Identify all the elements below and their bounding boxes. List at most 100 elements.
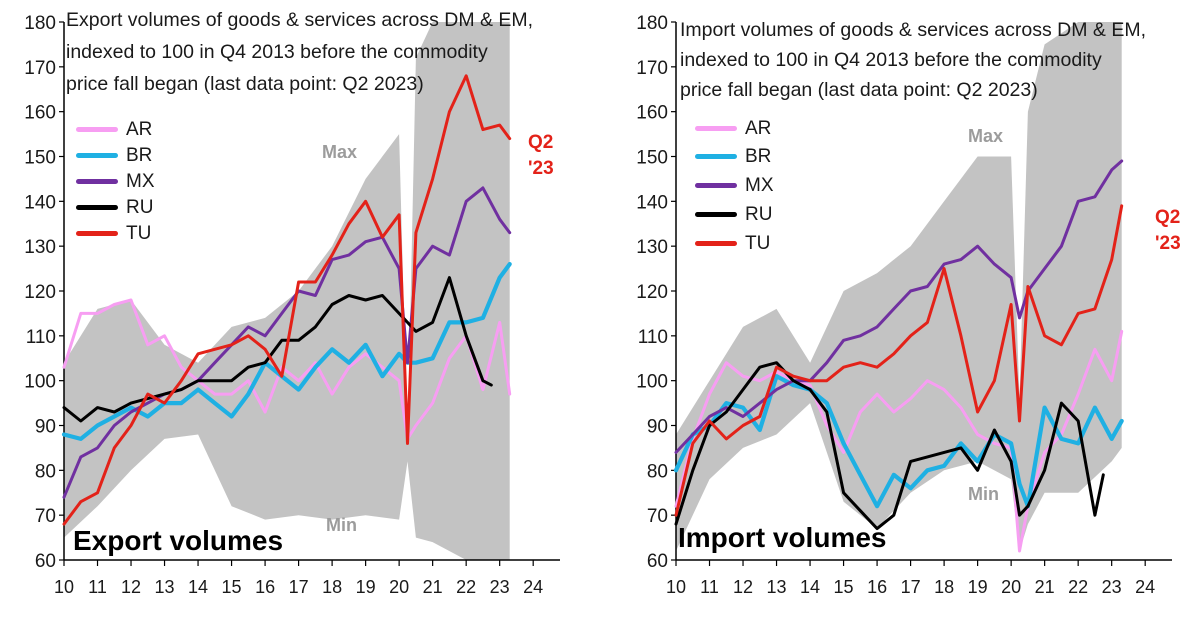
x-tick-label: 18: [322, 577, 342, 597]
export-panel-label: Export volumes: [73, 525, 284, 556]
x-tick-label: 19: [968, 577, 988, 597]
x-tick-label: 24: [1135, 577, 1155, 597]
x-tick-label: 21: [1035, 577, 1055, 597]
legend-swatch-tu: [76, 231, 118, 236]
legend-swatch-ar: [76, 127, 118, 132]
export-volumes-panel: 60 70 80 90 100 110 120 130 140 150 160 170 180 10 11 1…: [24, 9, 560, 597]
legend-swatch-mx: [695, 183, 737, 188]
x-tick-label: 16: [867, 577, 887, 597]
legend-swatch-ru: [76, 205, 118, 210]
export-q2-23-callout: Q2 '23: [528, 130, 554, 182]
x-tick-label: 13: [767, 577, 787, 597]
import-chart-title-line-1: Import volumes of goods & services acros…: [680, 19, 1146, 41]
legend-swatch-ru: [695, 212, 737, 217]
y-tick-label: 160: [636, 103, 668, 124]
callout-line-2: '23: [528, 158, 554, 179]
export-chart-title-line-3: price fall began (last data point: Q2 20…: [66, 73, 424, 95]
x-tick-label: 24: [523, 577, 543, 597]
legend-swatch-br: [695, 154, 737, 159]
y-tick-label: 160: [24, 103, 56, 124]
y-tick-label: 120: [636, 282, 668, 303]
y-tick-label: 100: [636, 372, 668, 393]
series-line-mx: [674, 159, 1124, 454]
y-tick-label: 70: [35, 506, 56, 527]
import-max-label: Max: [968, 126, 1004, 146]
y-tick-label: 150: [636, 148, 668, 169]
y-tick-label: 120: [24, 282, 56, 303]
min-max-range-band: [64, 22, 510, 560]
import-chart-title-line-3: price fall began (last data point: Q2 20…: [680, 79, 1038, 101]
import-min-label: Min: [968, 484, 999, 504]
min-max-range-band: [676, 22, 1122, 551]
x-tick-label: 10: [666, 577, 686, 597]
x-tick-label: 12: [121, 577, 141, 597]
legend-label-mx: MX: [126, 171, 155, 192]
series-line-ar: [62, 298, 512, 441]
legend-label-ru: RU: [126, 197, 154, 218]
y-tick-label: 180: [24, 13, 56, 34]
callout-line-1: Q2: [1155, 207, 1181, 228]
import-chart: 60 70 80 90 100 110 120 130 140 150 160 170 180 10 11 1…: [636, 13, 1172, 597]
x-tick-label: 11: [700, 577, 719, 597]
y-tick-label: 60: [35, 551, 56, 572]
y-tick-label: 100: [24, 372, 56, 393]
x-tick-label: 12: [733, 577, 753, 597]
x-tick-label: 23: [490, 577, 510, 597]
x-tick-label: 20: [389, 577, 409, 597]
x-tick-label: 15: [222, 577, 242, 597]
callout-line-2: '23: [1155, 233, 1181, 254]
y-tick-label: 60: [647, 551, 668, 572]
y-tick-label: 90: [35, 417, 56, 438]
y-tick-label: 90: [647, 417, 668, 438]
x-tick-label: 16: [255, 577, 275, 597]
legend-swatch-br: [76, 153, 118, 158]
legend-label-tu: TU: [126, 223, 152, 244]
import-volumes-panel: 60 70 80 90 100 110 120 130 140 150 160 170 180 10 11 1…: [610, 0, 1200, 618]
export-chart: 60 70 80 90 100 110 120 130 140 150 160 170 180 10 11 1…: [24, 13, 560, 597]
x-tick-label: 20: [1001, 577, 1021, 597]
legend-label-br: BR: [745, 146, 772, 167]
x-tick-label: 14: [800, 577, 820, 597]
legend-label-mx: MX: [745, 175, 774, 196]
y-tick-label: 80: [35, 461, 56, 482]
series-line-br: [61, 262, 512, 441]
series-line-tu: [674, 204, 1124, 517]
legend-label-ar: AR: [745, 118, 772, 139]
x-tick-label: 22: [456, 577, 476, 597]
y-tick-label: 170: [636, 58, 668, 79]
y-tick-label: 170: [24, 58, 56, 79]
y-tick-label: 140: [636, 192, 668, 213]
y-tick-label: 110: [26, 327, 56, 348]
import-chart-title-line-2: indexed to 100 in Q4 2013 before the com…: [680, 49, 1102, 71]
legend-label-ru: RU: [745, 204, 773, 225]
x-tick-label: 14: [188, 577, 208, 597]
export-min-label: Min: [326, 515, 357, 535]
series-line-ru: [62, 276, 493, 423]
export-chart-title-line-2: indexed to 100 in Q4 2013 before the com…: [66, 41, 488, 63]
y-tick-label: 110: [638, 327, 668, 348]
legend-swatch-mx: [76, 179, 118, 184]
x-tick-label: 13: [155, 577, 175, 597]
export-max-label: Max: [322, 142, 358, 162]
y-tick-label: 130: [24, 237, 56, 258]
x-tick-label: 11: [88, 577, 107, 597]
legend-label-br: BR: [126, 145, 153, 166]
x-tick-label: 10: [54, 577, 74, 597]
legend-swatch-ar: [695, 126, 737, 131]
y-tick-label: 70: [647, 506, 668, 527]
export-chart-title-line-1: Export volumes of goods & services acros…: [66, 9, 534, 31]
import-q2-23-callout: Q2 '23: [1155, 205, 1181, 257]
x-tick-label: 17: [289, 577, 309, 597]
y-tick-label: 130: [636, 237, 668, 258]
x-tick-label: 17: [901, 577, 921, 597]
y-tick-label: 150: [24, 148, 56, 169]
legend-label-ar: AR: [126, 119, 153, 140]
series-line-br: [673, 374, 1124, 509]
x-tick-label: 22: [1068, 577, 1088, 597]
x-tick-label: 19: [356, 577, 376, 597]
legend-label-tu: TU: [745, 233, 771, 254]
series-line-ru: [674, 361, 1105, 531]
x-tick-label: 15: [834, 577, 854, 597]
y-tick-label: 140: [24, 192, 56, 213]
legend-swatch-tu: [695, 241, 737, 246]
